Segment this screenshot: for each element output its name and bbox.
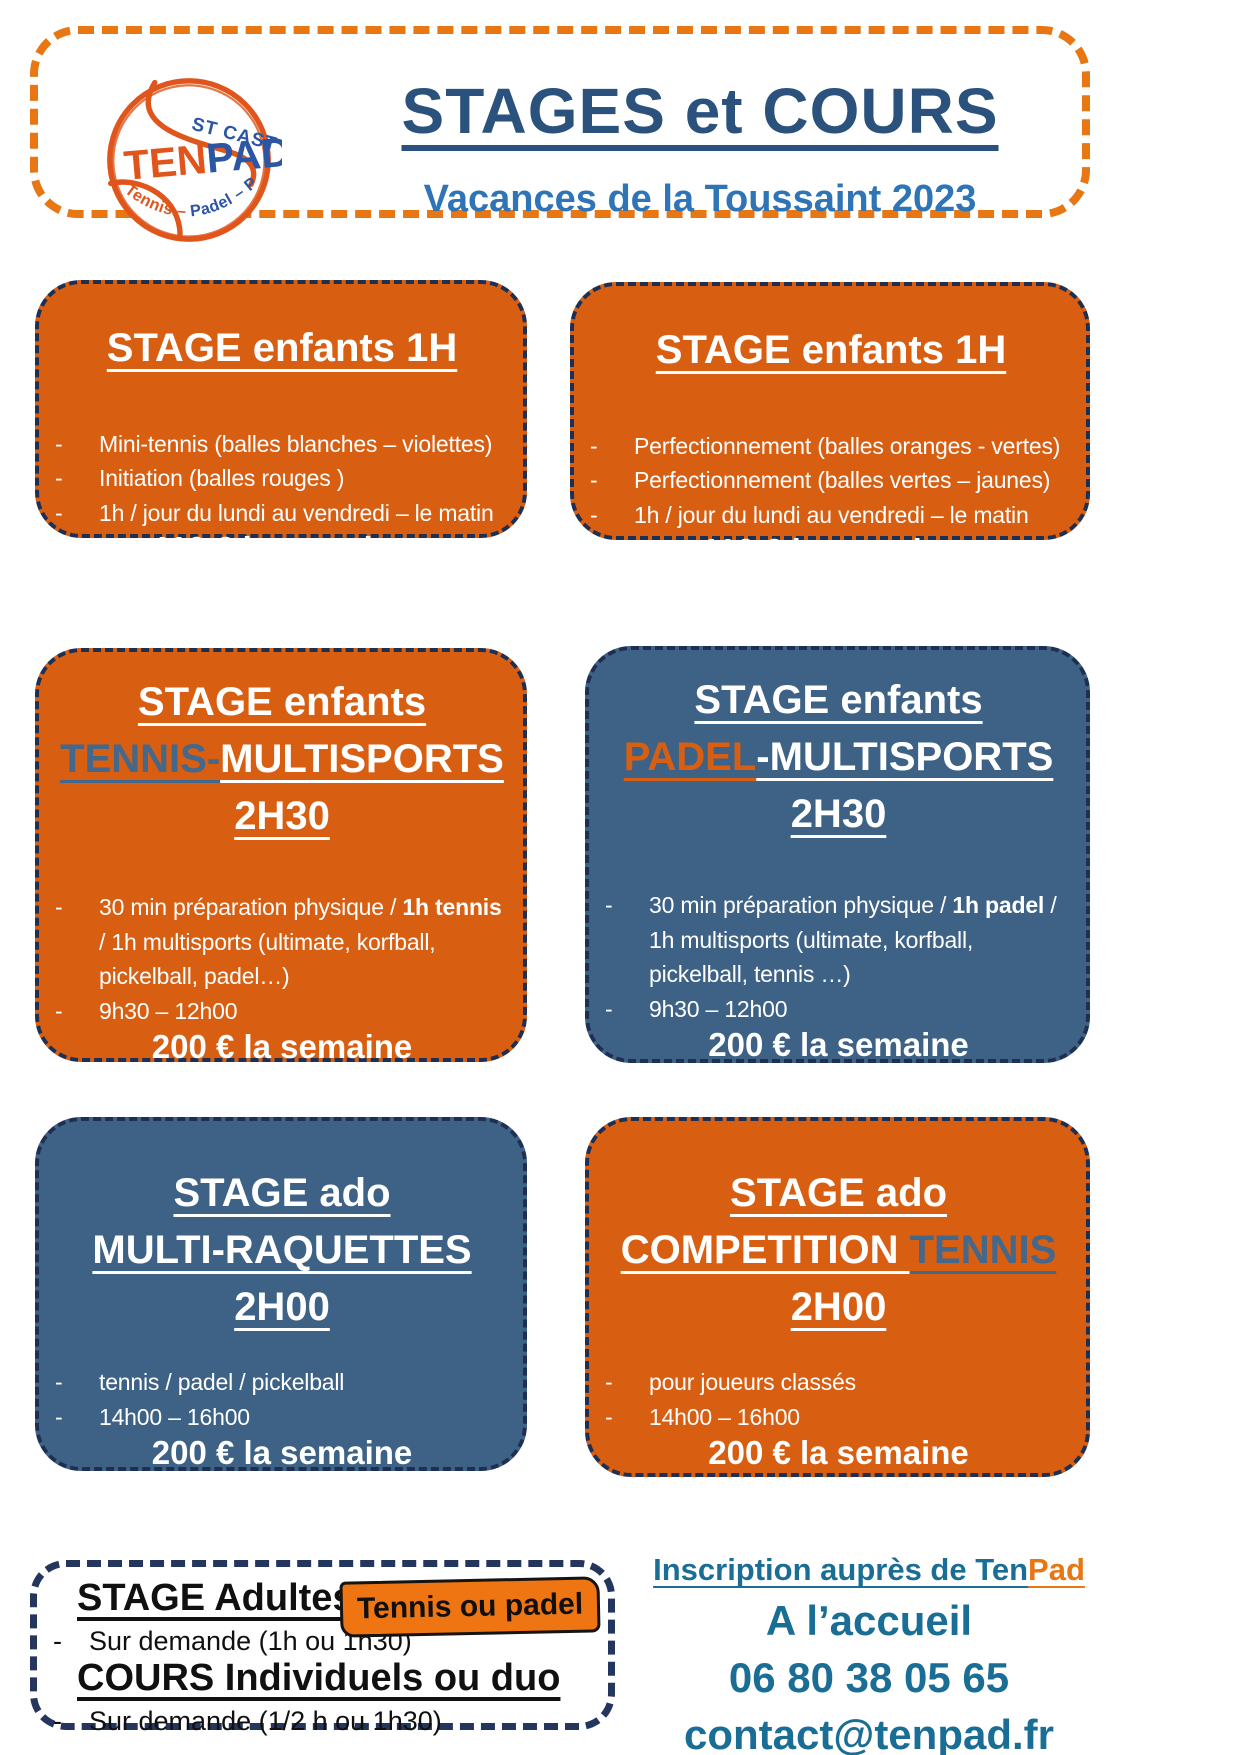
bullet-dash: -	[590, 467, 598, 494]
bullet-dash: -	[55, 430, 63, 457]
adults-bullet: - Sur demande (1/2 h ou 1h30)	[53, 1706, 442, 1736]
card-title: STAGE enfants TENNIS-MULTISPORTS 2H30	[55, 674, 509, 844]
card-title: STAGE enfants 1H	[55, 320, 509, 377]
bullet: -1h / jour du lundi au vendredi – le mat…	[590, 498, 1072, 533]
card-title-line1: STAGE enfants	[137, 680, 427, 724]
card-stage-ado-multi-raquettes: STAGE ado MULTI-RAQUETTES 2H00 - tennis /…	[35, 1117, 527, 1471]
card-stage-enfants-padel-multisports: STAGE enfants PADEL-MULTISPORTS 2H30 -30…	[585, 646, 1090, 1063]
bullet-dash: -	[55, 1369, 63, 1396]
bullet: -1h / jour du lundi au vendredi – le mat…	[55, 496, 509, 531]
tennis-ou-padel-ribbon: Tennis ou padel	[339, 1576, 601, 1638]
header-box: ST CAST TENPAD Tennis – Padel – Pickle S…	[30, 26, 1090, 242]
bullet: - Perfectionnement (balles vertes – jaune…	[590, 463, 1072, 498]
phone-number: 06 80 38 05 65	[728, 1654, 1010, 1701]
tennis-ball-logo-icon: ST CAST TENPAD Tennis – Padel – Pickle	[94, 56, 293, 242]
accueil-line: A l’accueil	[765, 1597, 973, 1644]
bullet-dash: -	[55, 1403, 63, 1430]
adults-box: STAGE Adultes: Tennis ou padel -Sur dema…	[30, 1560, 615, 1736]
bullet: -30 min préparation physique / 1h tennis…	[55, 890, 509, 994]
card-title: STAGE ado COMPETITION TENNIS 2H00	[605, 1165, 1072, 1335]
bullet: - Perfectionnement (balles oranges - vert…	[590, 429, 1072, 464]
logo-brand-pad: PAD	[205, 129, 282, 182]
price-label: 200 € la semaine	[708, 1434, 969, 1472]
bullet: - Initiation (balles rouges )	[55, 461, 509, 496]
card-stage-ado-competition-tennis: STAGE ado COMPETITION TENNIS 2H00 - pour …	[585, 1117, 1090, 1477]
tenpad-logo: ST CAST TENPAD Tennis – Padel – Pickle	[94, 56, 293, 250]
card-title-line2: MULTI-RAQUETTES	[92, 1227, 472, 1272]
page-subtitle: Vacances de la Toussaint 2023	[423, 178, 977, 220]
adults-heading2-row: COURS Individuels ou duo	[63, 1657, 594, 1700]
bullet: -9h30 – 12h00	[55, 994, 509, 1029]
card-title-text: STAGE enfants 1H	[106, 326, 458, 370]
card-title-line1: STAGE enfants	[694, 678, 983, 722]
card-title-line3: 2H30	[234, 793, 330, 838]
card-title-line1: STAGE ado	[173, 1171, 391, 1215]
bullet-dash: -	[605, 1369, 613, 1396]
card-title-line1: STAGE ado	[729, 1171, 948, 1215]
card-title-line2: PADEL-MULTISPORTS	[623, 734, 1054, 779]
bullet: - Mini-tennis (balles blanches – violette…	[55, 427, 509, 462]
logo-brand-text: TENPAD	[122, 129, 282, 189]
title-block: STAGES et COURS Vacances de la Toussaint…	[310, 74, 1090, 221]
card-stage-enfants-tennis-multisports: STAGE enfants TENNIS-MULTISPORTS 2H30 -3…	[35, 648, 527, 1065]
card-stage-enfants-1h-debutants: STAGE enfants 1H - Mini-tennis (balles bl…	[35, 280, 527, 567]
price-label: 200 € la semaine	[708, 1026, 969, 1064]
card-bullets: -30 min préparation physique / 1h tennis…	[55, 890, 509, 1028]
card-title: STAGE enfants 1H	[590, 322, 1072, 379]
bullet-dash: -	[55, 499, 63, 526]
bullet-dash: -	[55, 997, 63, 1024]
price-label: 110 € la semaine	[701, 532, 961, 570]
bullet: -30 min préparation physique / 1h padel …	[605, 888, 1072, 992]
bullet-dash: -	[55, 894, 63, 921]
price-label: 110 € la semaine	[152, 530, 412, 568]
email-address: contact@tenpad.fr	[684, 1711, 1054, 1755]
card-bullets: - Perfectionnement (balles oranges - vert…	[590, 429, 1072, 533]
card-title: STAGE ado MULTI-RAQUETTES 2H00	[55, 1165, 509, 1335]
card-bullets: - pour joueurs classés -14h00 – 16h00	[605, 1365, 1072, 1434]
card-bullets: -30 min préparation physique / 1h padel …	[605, 888, 1072, 1026]
bullet: - tennis / padel / pickelball	[55, 1365, 509, 1400]
stage-adultes-heading: STAGE Adultes	[77, 1577, 354, 1619]
card-bullets: - Mini-tennis (balles blanches – violette…	[55, 427, 509, 531]
card-title-text: STAGE enfants 1H	[655, 328, 1007, 372]
bullet-dash: -	[53, 1706, 62, 1736]
bullet: -14h00 – 16h00	[55, 1400, 509, 1435]
card-title-line2: TENNIS-MULTISPORTS	[60, 736, 504, 781]
bullet-dash: -	[55, 465, 63, 492]
bullet-dash: -	[590, 501, 598, 528]
card-title-line2: COMPETITION TENNIS	[620, 1227, 1057, 1272]
bullet-dash: -	[590, 432, 598, 459]
inscription-line: Inscription auprès de TenPad	[653, 1552, 1085, 1587]
bullet-dash: -	[53, 1626, 62, 1656]
card-title-line3: 2H30	[790, 791, 887, 836]
contact-block: Inscription auprès de TenPad A l’accueil…	[628, 1552, 1110, 1755]
card-title: STAGE enfants PADEL-MULTISPORTS 2H30	[605, 672, 1072, 842]
page-title: STAGES et COURS	[401, 75, 999, 147]
bullet: -9h30 – 12h00	[605, 992, 1072, 1027]
bullet-dash: -	[605, 892, 613, 919]
bullet-dash: -	[605, 1403, 613, 1430]
card-title-line3: 2H00	[790, 1284, 887, 1329]
price-label: 200 € la semaine	[151, 1028, 413, 1066]
card-bullets: - tennis / padel / pickelball -14h00 – 16…	[55, 1365, 509, 1434]
bullet-dash: -	[605, 995, 613, 1022]
adults-heading-row: STAGE Adultes:	[63, 1577, 594, 1620]
card-title-line3: 2H00	[234, 1284, 330, 1329]
card-stage-enfants-1h-perfectionnement: STAGE enfants 1H - Perfectionnement (ball…	[570, 282, 1090, 569]
bullet: -14h00 – 16h00	[605, 1400, 1072, 1435]
logo-brand-ten: TEN	[122, 136, 208, 189]
bullet: - pour joueurs classés	[605, 1365, 1072, 1400]
cours-individuels-heading: COURS Individuels ou duo	[77, 1657, 561, 1699]
price-label: 200 € la semaine	[151, 1434, 413, 1472]
